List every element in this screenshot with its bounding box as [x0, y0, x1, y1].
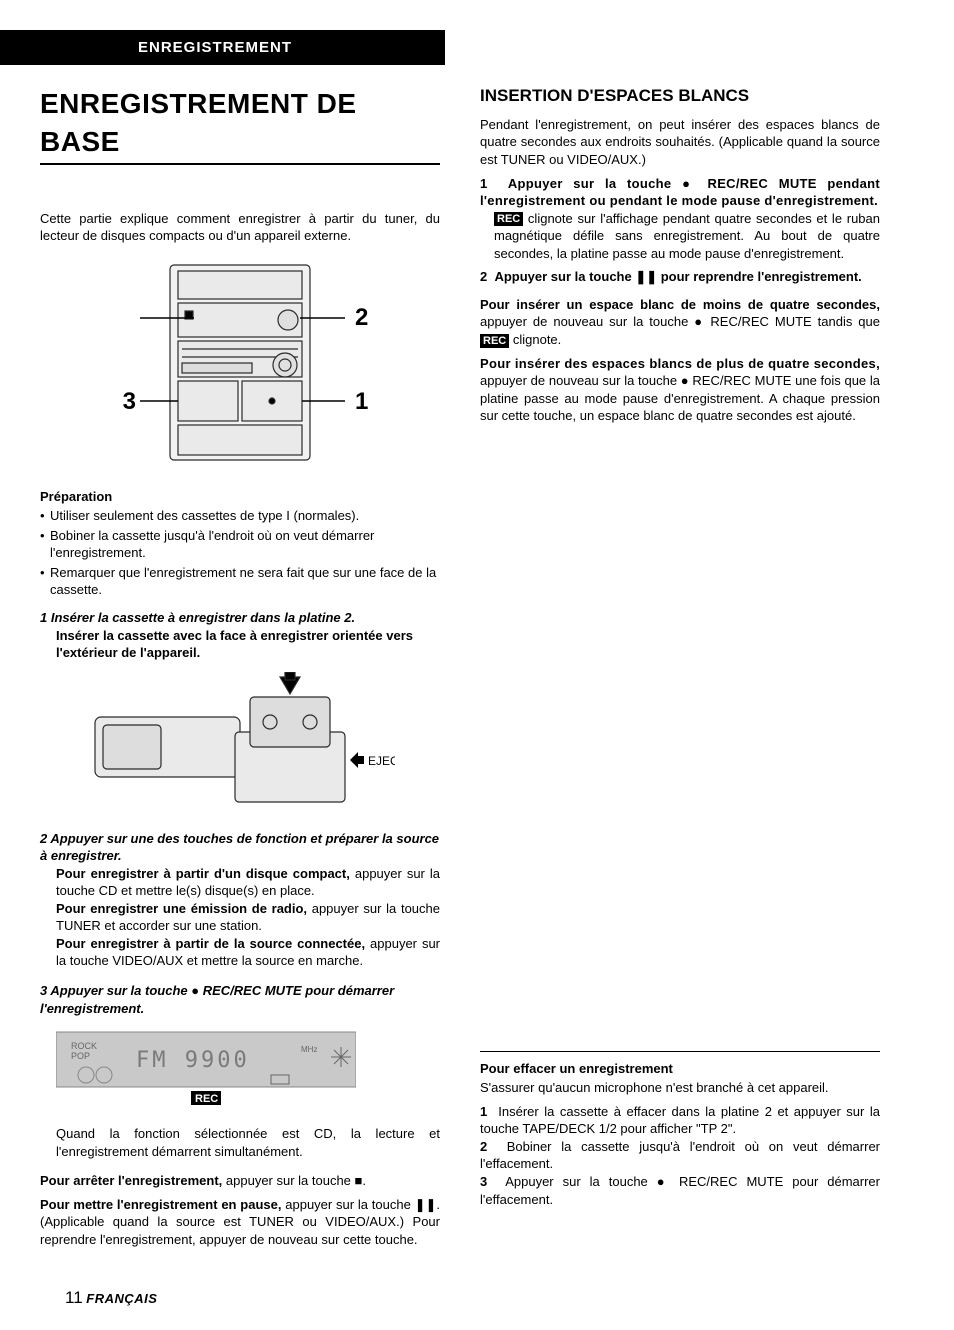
step-head: Insérer la cassette à enregistrer dans l…	[51, 610, 355, 625]
step-sub: Pour enregistrer une émission de radio, …	[40, 900, 440, 935]
page-columns: ENREGISTREMENT DE BASE Cette partie expl…	[40, 85, 914, 1248]
step-number: 2	[40, 831, 47, 846]
column-left: ENREGISTREMENT DE BASE Cette partie expl…	[40, 85, 440, 1248]
svg-text:FM 9900: FM 9900	[136, 1048, 250, 1073]
divider	[480, 1051, 880, 1052]
prep-item: Bobiner la cassette jusqu'à l'endroit où…	[40, 527, 440, 562]
cassette-diagram: EJECT	[85, 672, 395, 812]
diagram-label-3: 3	[123, 388, 136, 415]
diagram-label-1: 1	[355, 388, 368, 415]
pause-text: Pour mettre l'enregistrement en pause, a…	[40, 1196, 440, 1249]
step-head-a: Appuyer sur la touche	[50, 983, 191, 998]
preparation-list: Utiliser seulement des cassettes de type…	[40, 507, 440, 599]
intro-text: Cette partie explique comment enregistre…	[40, 210, 440, 245]
blank-step-2: 2 Appuyer sur la touche ❚❚ pour reprendr…	[480, 268, 880, 286]
rec-badge: REC	[480, 334, 509, 348]
erase-item: 3 Appuyer sur la touche ● REC/REC MUTE p…	[480, 1173, 880, 1208]
record-icon: ●	[682, 176, 697, 191]
step-1: 1 Insérer la cassette à enregistrer dans…	[40, 609, 440, 812]
page-number: 11	[65, 1288, 83, 1307]
erase-intro: S'assurer qu'aucun microphone n'est bran…	[480, 1079, 880, 1097]
rec-badge: REC	[195, 1093, 218, 1105]
stereo-diagram: 2 3 1	[100, 255, 380, 470]
rec-badge: REC	[494, 212, 523, 226]
record-icon: ●	[191, 983, 199, 998]
section-intro: Pendant l'enregistrement, on peut insére…	[480, 116, 880, 169]
step-3: 3 Appuyer sur la touche ● REC/REC MUTE p…	[40, 982, 440, 1160]
preparation-heading: Préparation	[40, 488, 440, 506]
step-body: Insérer la cassette avec la face à enreg…	[40, 627, 440, 662]
display-diagram: ROCK POP FM 9900 MHz REC	[56, 1027, 356, 1107]
step-head: Appuyer sur une des touches de fonction …	[40, 831, 439, 864]
eject-label: EJECT	[368, 754, 395, 768]
less-4s: Pour insérer un espace blanc de moins de…	[480, 296, 880, 349]
step-sub: Pour enregistrer à partir d'un disque co…	[40, 865, 440, 900]
erase-item: 1 Insérer la cassette à effacer dans la …	[480, 1103, 880, 1138]
erase-heading: Pour effacer un enregistrement	[480, 1060, 880, 1078]
more-4s: Pour insérer des espaces blancs de plus …	[480, 355, 880, 425]
page-title: ENREGISTREMENT DE BASE	[40, 85, 440, 165]
erase-item: 2 Bobiner la cassette jusqu'à l'endroit …	[480, 1138, 880, 1173]
step-note: Quand la fonction sélectionnée est CD, l…	[40, 1125, 440, 1160]
diagram-label-2: 2	[355, 304, 368, 331]
prep-item: Utiliser seulement des cassettes de type…	[40, 507, 440, 525]
stop-text: Pour arrêter l'enregistrement, appuyer s…	[40, 1172, 440, 1190]
prep-item: Remarquer que l'enregistrement ne sera f…	[40, 564, 440, 599]
erase-list: 1 Insérer la cassette à effacer dans la …	[480, 1103, 880, 1208]
step-number: 3	[40, 983, 47, 998]
svg-text:MHz: MHz	[301, 1045, 317, 1054]
page-language: FRANÇAIS	[86, 1291, 157, 1306]
page-footer: 11 FRANÇAIS	[65, 1288, 157, 1308]
step-sub: Pour enregistrer à partir de la source c…	[40, 935, 440, 970]
steps-list: 1 Insérer la cassette à enregistrer dans…	[40, 609, 440, 1160]
svg-text:POP: POP	[71, 1051, 90, 1061]
step-number: 1	[40, 610, 47, 625]
step-2: 2 Appuyer sur une des touches de fonctio…	[40, 830, 440, 970]
column-right: INSERTION D'ESPACES BLANCS Pendant l'enr…	[480, 85, 880, 1248]
section-tab: ENREGISTREMENT	[0, 30, 445, 65]
section-title: INSERTION D'ESPACES BLANCS	[480, 85, 880, 108]
blank-step-1: 1 Appuyer sur la touche ● REC/REC MUTE p…	[480, 175, 880, 263]
svg-text:ROCK: ROCK	[71, 1041, 97, 1051]
